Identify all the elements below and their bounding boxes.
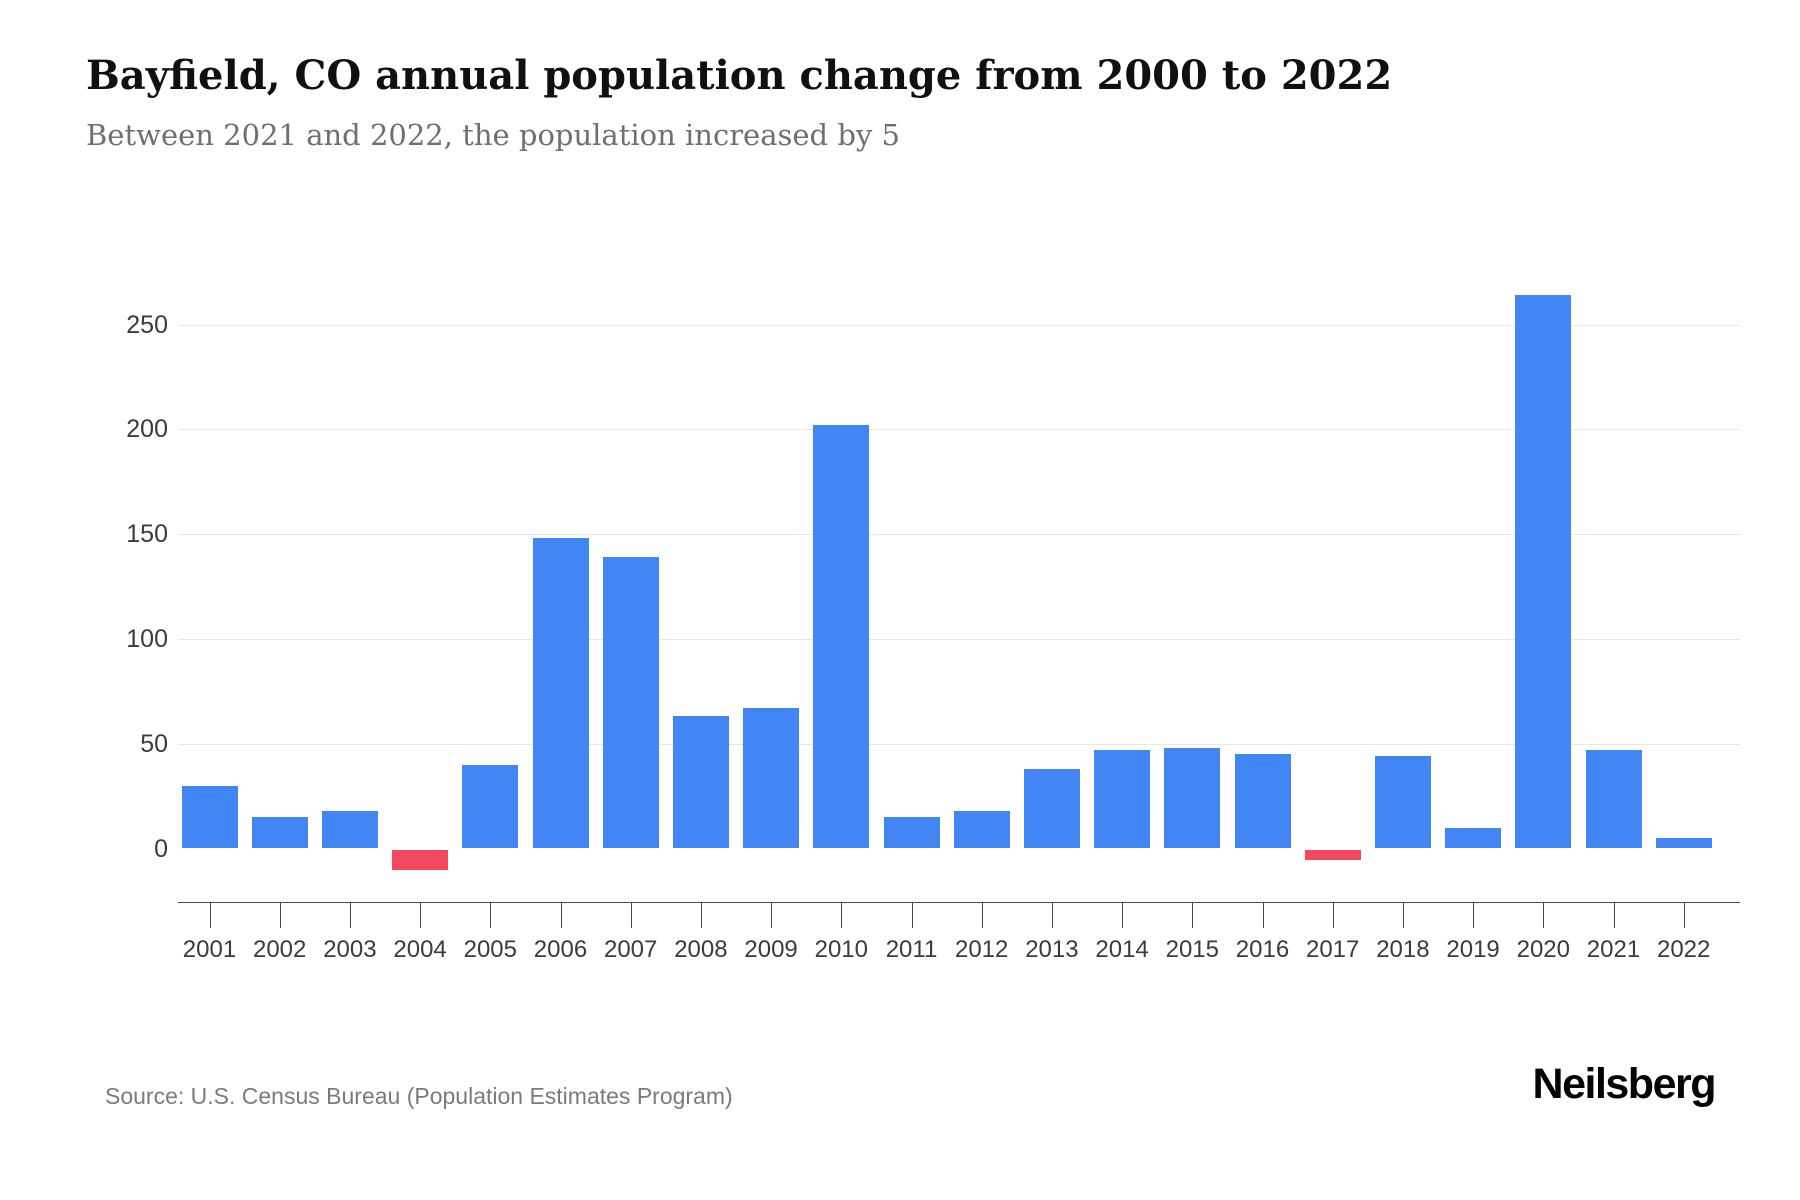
x-axis-label-2010: 2010 xyxy=(814,936,868,963)
bar-2020[interactable] xyxy=(1515,295,1572,849)
bar-2012[interactable] xyxy=(953,810,1010,849)
y-gridline-100 xyxy=(178,638,1740,640)
x-axis-tick-2009 xyxy=(771,902,773,928)
x-axis-tick-2016 xyxy=(1262,902,1264,928)
y-gridline-150 xyxy=(178,534,1740,536)
y-axis-label-100: 100 xyxy=(126,624,168,653)
x-axis-label-2022: 2022 xyxy=(1656,936,1711,963)
x-axis-label-2015: 2015 xyxy=(1165,936,1219,963)
x-axis-tick-2013 xyxy=(1051,902,1053,928)
bar-2010[interactable] xyxy=(813,425,870,849)
bar-2015[interactable] xyxy=(1164,747,1221,849)
x-axis-tick-2001 xyxy=(209,902,211,928)
x-axis-tick-2020 xyxy=(1543,902,1545,928)
x-axis-label-2009: 2009 xyxy=(744,936,798,963)
y-axis-label-150: 150 xyxy=(126,520,168,549)
x-axis-label-2014: 2014 xyxy=(1095,936,1149,963)
bar-2001[interactable] xyxy=(181,785,238,849)
y-gridline-50 xyxy=(178,743,1740,745)
bar-2018[interactable] xyxy=(1374,756,1431,849)
x-axis-tick-2006 xyxy=(560,902,562,928)
chart-subtitle: Between 2021 and 2022, the population in… xyxy=(86,118,900,152)
bar-2003[interactable] xyxy=(321,810,378,849)
x-axis-label-2012: 2012 xyxy=(954,936,1009,963)
bar-2019[interactable] xyxy=(1445,827,1502,849)
x-axis-label-2001: 2001 xyxy=(182,936,237,963)
x-axis-label-2013: 2013 xyxy=(1025,936,1079,963)
x-axis-label-2006: 2006 xyxy=(533,936,588,963)
x-axis-label-2020: 2020 xyxy=(1516,936,1570,963)
x-axis-tick-2014 xyxy=(1122,902,1124,928)
bar-2007[interactable] xyxy=(602,557,659,849)
x-axis-label-2003: 2003 xyxy=(323,936,377,963)
x-axis-label-2002: 2002 xyxy=(252,936,307,963)
bar-2002[interactable] xyxy=(251,817,308,849)
x-axis-label-2017: 2017 xyxy=(1305,936,1360,963)
x-axis-tick-2008 xyxy=(700,902,702,928)
x-axis-label-2011: 2011 xyxy=(885,936,938,963)
y-gridline-250 xyxy=(178,324,1740,326)
x-axis-label-2007: 2007 xyxy=(603,936,658,963)
y-axis-label-200: 200 xyxy=(126,415,168,444)
bar-2022[interactable] xyxy=(1655,838,1712,849)
x-axis-tick-2019 xyxy=(1473,902,1475,928)
bar-2004[interactable] xyxy=(392,849,449,871)
x-axis-tick-2004 xyxy=(420,902,422,928)
x-axis-label-2021: 2021 xyxy=(1586,936,1641,963)
bar-2011[interactable] xyxy=(883,817,940,849)
bar-2014[interactable] xyxy=(1094,749,1151,849)
x-axis-tick-2015 xyxy=(1192,902,1194,928)
x-axis-tick-2005 xyxy=(490,902,492,928)
x-axis-tick-2022 xyxy=(1683,902,1685,928)
x-axis-label-2005: 2005 xyxy=(463,936,517,963)
bar-2016[interactable] xyxy=(1234,754,1291,849)
x-axis-tick-2003 xyxy=(349,902,351,928)
x-axis-line xyxy=(178,902,1740,903)
bar-2005[interactable] xyxy=(462,764,519,849)
x-axis-tick-2007 xyxy=(630,902,632,928)
y-axis-label-250: 250 xyxy=(126,310,168,339)
x-axis-label-2016: 2016 xyxy=(1235,936,1290,963)
x-axis-label-2018: 2018 xyxy=(1376,936,1430,963)
y-gridline-200 xyxy=(178,429,1740,431)
x-axis-tick-2011 xyxy=(911,902,913,928)
x-axis-tick-2012 xyxy=(981,902,983,928)
bar-2017[interactable] xyxy=(1304,849,1361,860)
y-axis-label-50: 50 xyxy=(140,729,168,758)
x-axis-tick-2021 xyxy=(1613,902,1615,928)
x-axis-tick-2010 xyxy=(841,902,843,928)
x-axis-tick-2002 xyxy=(279,902,281,928)
x-axis-tick-2018 xyxy=(1402,902,1404,928)
x-axis-label-2004: 2004 xyxy=(393,936,447,963)
x-axis-label-2008: 2008 xyxy=(674,936,728,963)
bar-2008[interactable] xyxy=(672,716,729,849)
x-axis-tick-2017 xyxy=(1332,902,1334,928)
chart-title: Bayfield, CO annual population change fr… xyxy=(86,52,1393,99)
bar-2021[interactable] xyxy=(1585,749,1642,849)
y-axis-label-0: 0 xyxy=(154,834,168,863)
bar-2013[interactable] xyxy=(1023,768,1080,849)
bar-2006[interactable] xyxy=(532,538,589,849)
source-note: Source: U.S. Census Bureau (Population E… xyxy=(105,1083,733,1109)
bar-2009[interactable] xyxy=(743,708,800,849)
brand-logo: Neilsberg xyxy=(1532,1060,1717,1108)
x-axis-label-2019: 2019 xyxy=(1446,936,1500,963)
